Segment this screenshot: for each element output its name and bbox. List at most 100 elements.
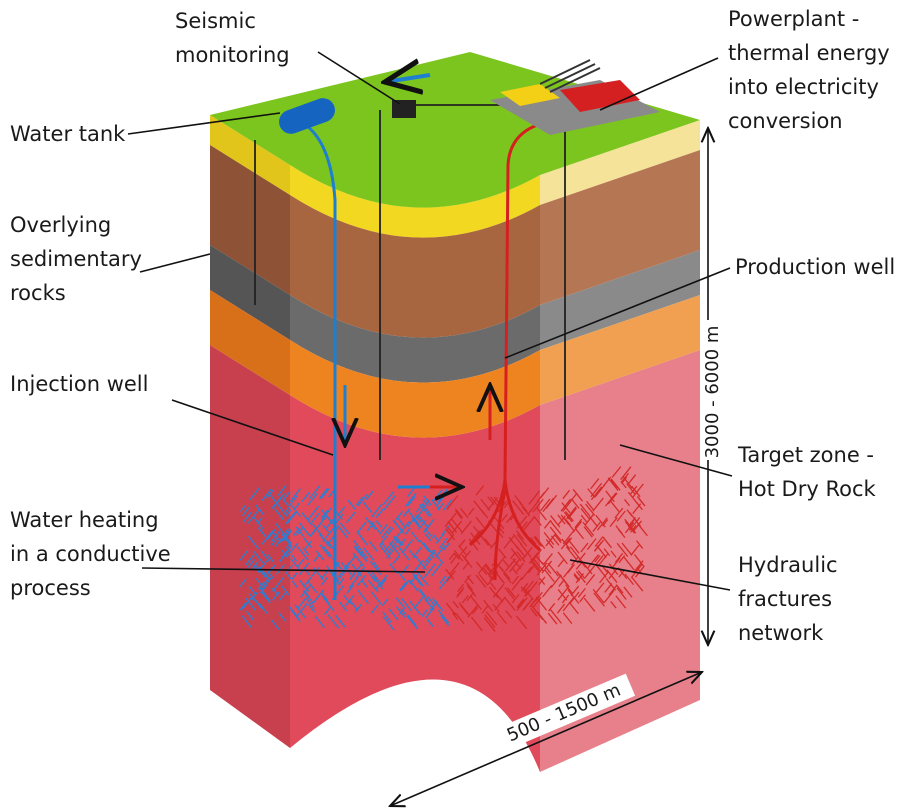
fracture — [402, 507, 411, 518]
fracture — [344, 594, 355, 607]
fracture — [397, 518, 405, 527]
fracture — [365, 490, 374, 501]
fracture — [466, 584, 477, 597]
fracture — [632, 520, 643, 532]
label: conversion — [728, 109, 843, 133]
fracture — [291, 580, 299, 588]
fracture — [243, 511, 252, 523]
fracture — [395, 606, 406, 618]
fracture — [354, 604, 362, 613]
fracture — [545, 538, 554, 549]
fracture — [595, 514, 606, 528]
fracture — [620, 466, 632, 481]
fracture — [245, 554, 255, 566]
fracture — [287, 510, 298, 524]
fracture — [325, 517, 336, 529]
fracture — [409, 600, 422, 616]
fracture — [627, 491, 638, 504]
fracture — [446, 526, 455, 536]
front-face — [290, 395, 540, 772]
fracture — [569, 546, 577, 555]
fracture — [475, 574, 487, 588]
fracture — [370, 590, 382, 605]
fracture — [431, 597, 442, 610]
fracture — [616, 587, 627, 600]
fracture — [610, 478, 621, 491]
fracture — [544, 569, 555, 583]
fracture — [295, 526, 305, 538]
fracture — [398, 606, 406, 616]
fracture — [416, 571, 429, 587]
fracture — [249, 486, 261, 501]
fracture — [580, 514, 588, 524]
fracture — [516, 598, 525, 609]
fracture — [279, 590, 288, 601]
fracture — [620, 480, 627, 489]
label: Production well — [735, 255, 895, 279]
fracture — [261, 530, 274, 545]
fracture — [424, 533, 432, 541]
fracture — [465, 582, 474, 591]
fracture — [602, 536, 613, 549]
fracture — [583, 526, 593, 538]
label: into electricity — [728, 75, 879, 99]
fracture — [467, 507, 475, 516]
fracture — [580, 508, 590, 520]
fracture — [311, 512, 320, 523]
fracture — [595, 564, 607, 578]
fracture — [472, 606, 479, 615]
fracture — [511, 576, 523, 591]
fracture — [624, 573, 635, 586]
fracture — [590, 486, 603, 501]
fracture — [530, 558, 541, 571]
fracture — [248, 585, 256, 595]
fracture — [255, 504, 264, 515]
fracture — [290, 554, 298, 562]
fracture — [239, 578, 247, 587]
fracture — [631, 577, 644, 592]
fracture — [516, 597, 528, 611]
fracture — [307, 493, 318, 506]
left-face — [210, 115, 290, 195]
fracture — [454, 612, 465, 625]
fracture — [408, 579, 419, 592]
label: Water heating — [10, 508, 159, 532]
fracture — [432, 533, 440, 542]
fracture — [371, 503, 383, 518]
fracture — [585, 574, 596, 586]
fracture — [442, 498, 453, 511]
fracture — [565, 546, 578, 560]
fracture — [260, 549, 271, 563]
fracture — [408, 549, 416, 558]
fracture — [241, 595, 254, 610]
fracture — [382, 611, 392, 623]
depth-label: 3000 - 6000 m — [702, 326, 723, 459]
fracture — [522, 546, 533, 560]
fracture — [579, 503, 591, 517]
fracture — [615, 584, 624, 594]
fracture — [504, 587, 515, 600]
fracture — [421, 609, 428, 617]
fracture — [313, 554, 320, 562]
fracture — [275, 522, 286, 535]
fracture — [519, 543, 532, 558]
fracture — [626, 483, 636, 495]
fracture — [293, 527, 301, 536]
fracture — [505, 610, 513, 619]
fracture — [516, 533, 528, 547]
fracture — [414, 514, 422, 523]
fracture — [495, 593, 504, 603]
fracture — [272, 576, 285, 592]
fracture — [580, 542, 589, 553]
fracture — [352, 552, 364, 567]
fracture — [289, 488, 301, 502]
right-face — [540, 295, 700, 405]
right-face — [540, 120, 700, 205]
fracture — [370, 604, 379, 615]
fracture — [308, 604, 316, 613]
fracture — [438, 609, 450, 624]
fracture — [575, 561, 583, 570]
fracture — [422, 504, 433, 517]
fracture — [509, 558, 517, 566]
